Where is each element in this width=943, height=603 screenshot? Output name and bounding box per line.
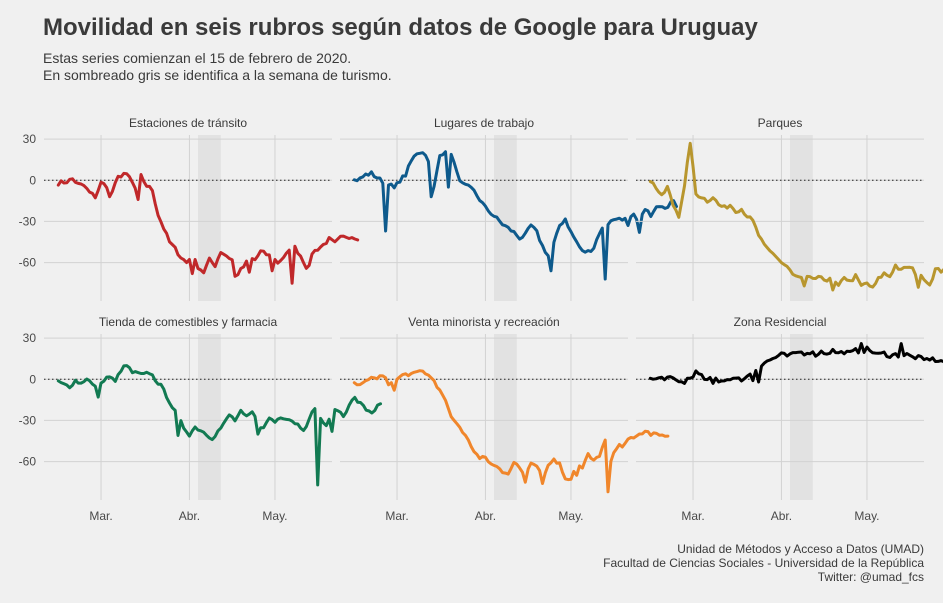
y-tick-label-row2-1: 0 — [29, 372, 36, 386]
y-tick-label-row2-0: 30 — [23, 331, 37, 345]
y-tick-label-row2-3: -60 — [19, 455, 37, 469]
y-tick-label-row1-0: 30 — [23, 132, 37, 146]
facet-label-lugares-de-trabajo: Lugares de trabajo — [434, 116, 534, 130]
x-tick-label-col3-1: Abr. — [771, 509, 792, 523]
x-tick-label-col2-2: May. — [558, 509, 583, 523]
shaded-week-estaciones-de-transito — [197, 135, 221, 301]
chart-subtitle-line-1: Estas series comienzan el 15 de febrero … — [43, 50, 352, 66]
x-tick-label-col3-0: Mar. — [681, 509, 704, 523]
shaded-week-venta-minorista-y-recreacion — [493, 334, 517, 500]
series-line-zona-residencial — [648, 342, 943, 385]
y-tick-label-row2-2: -30 — [19, 413, 37, 427]
shaded-week-tienda-de-comestibles-y-farmacia — [197, 334, 221, 500]
y-tick-label-row1-3: -60 — [19, 256, 37, 270]
series-line-parques — [648, 141, 943, 292]
series-line-tienda-de-comestibles-y-farmacia — [56, 364, 382, 487]
x-tick-label-col2-0: Mar. — [385, 509, 408, 523]
caption-line-1: Unidad de Métodos y Acceso a Datos (UMAD… — [677, 542, 924, 556]
caption-line-2: Facultad de Ciencias Sociales - Universi… — [603, 556, 924, 570]
series-line-lugares-de-trabajo — [352, 150, 678, 281]
shaded-week-parques — [789, 135, 813, 301]
caption-line-3: Twitter: @umad_fcs — [817, 570, 924, 584]
facet-label-tienda-de-comestibles-y-farmacia: Tienda de comestibles y farmacia — [99, 315, 278, 329]
x-tick-label-col1-2: May. — [262, 509, 287, 523]
chart-subtitle-line-2: En sombreado gris se identifica a la sem… — [43, 67, 392, 83]
x-tick-label-col1-0: Mar. — [89, 509, 112, 523]
series-line-estaciones-de-transito — [56, 171, 360, 285]
facet-label-venta-minorista-y-recreacion: Venta minorista y recreación — [408, 315, 559, 329]
series-line-venta-minorista-y-recreacion — [352, 369, 670, 494]
chart-title: Movilidad en seis rubros según datos de … — [43, 14, 758, 41]
facet-label-estaciones-de-transito: Estaciones de tránsito — [129, 116, 247, 130]
y-tick-label-row1-2: -30 — [19, 214, 37, 228]
y-tick-label-row1-1: 0 — [29, 173, 36, 187]
x-tick-label-col1-1: Abr. — [179, 509, 200, 523]
x-tick-label-col2-1: Abr. — [475, 509, 496, 523]
shaded-week-zona-residencial — [789, 334, 813, 500]
facet-label-parques: Parques — [758, 116, 803, 130]
shaded-week-lugares-de-trabajo — [493, 135, 517, 301]
x-tick-label-col3-2: May. — [854, 509, 879, 523]
facet-label-zona-residencial: Zona Residencial — [734, 315, 827, 329]
